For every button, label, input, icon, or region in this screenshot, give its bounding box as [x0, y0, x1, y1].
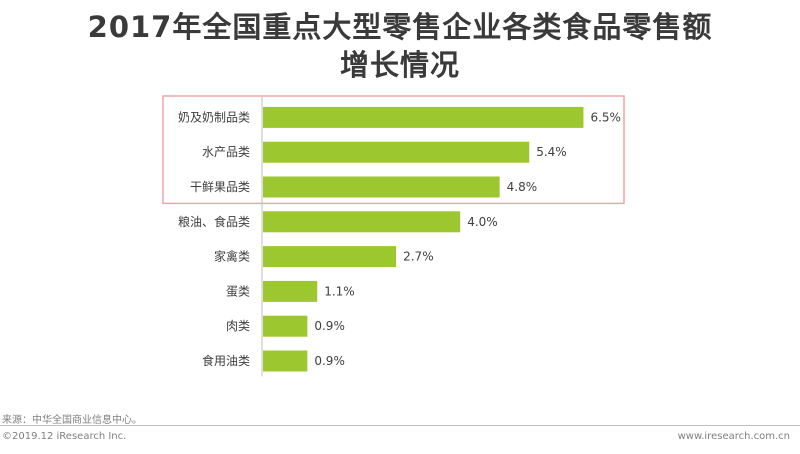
category-label: 粮油、食品类 — [178, 214, 250, 229]
data-label: 2.7% — [403, 250, 434, 264]
category-label: 水产品类 — [202, 145, 250, 159]
category-label: 奶及奶制品类 — [178, 110, 250, 124]
bar-chart: 奶及奶制品类 6.5% 水产品类 5.4% 干鲜果品类 4.8% 粮油、食品类 4.0% 家禽类… — [162, 95, 625, 377]
footer-divider — [0, 425, 800, 426]
category-label: 蛋类 — [226, 284, 250, 298]
data-label: 0.9% — [314, 354, 345, 368]
bar — [263, 211, 461, 233]
source-note: 来源：中华全国商业信息中心。 — [2, 415, 142, 426]
category-label: 食用油类 — [202, 353, 250, 368]
bar — [263, 280, 318, 302]
category-label: 肉类 — [226, 319, 250, 333]
chart-title-line2: 增长情况 — [339, 48, 460, 82]
data-label: 4.8% — [507, 180, 538, 194]
bar — [263, 176, 500, 198]
bar — [263, 106, 584, 128]
bar — [263, 141, 530, 163]
copyright-text: ©2019.12 iResearch Inc. — [2, 431, 127, 442]
data-label: 6.5% — [590, 110, 621, 124]
bar — [263, 315, 308, 337]
bar — [263, 350, 308, 372]
chart-title-line1: 2017年全国重点大型零售企业各类食品零售额 — [87, 10, 713, 44]
data-label: 4.0% — [467, 215, 498, 229]
data-label: 5.4% — [536, 145, 567, 159]
bar — [263, 246, 397, 268]
data-label: 1.1% — [324, 284, 355, 298]
category-label: 家禽类 — [214, 249, 250, 264]
data-label: 0.9% — [314, 319, 345, 333]
highlight-box — [162, 95, 625, 205]
website-text: www.iresearch.com.cn — [677, 431, 790, 442]
category-label: 干鲜果品类 — [190, 180, 250, 194]
